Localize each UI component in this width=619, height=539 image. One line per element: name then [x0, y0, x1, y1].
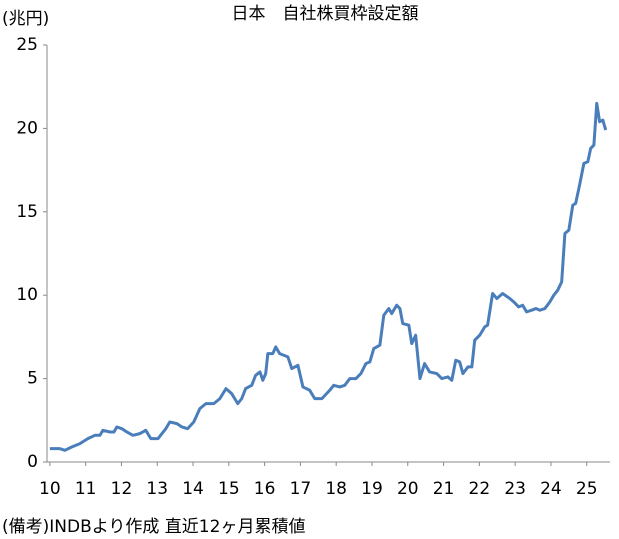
x-tick-label: 14 [182, 479, 204, 499]
data-line [49, 101, 608, 452]
x-tick-label: 24 [540, 479, 562, 499]
x-tick-label: 13 [146, 479, 168, 499]
x-tick-label: 15 [218, 479, 240, 499]
x-tick-label: 10 [39, 479, 61, 499]
x-tick-label: 19 [361, 479, 383, 499]
x-tick-label: 25 [576, 479, 598, 499]
x-tick-label: 11 [75, 479, 97, 499]
x-tick-label: 21 [433, 479, 455, 499]
x-tick-label: 20 [397, 479, 419, 499]
x-tick-label: 22 [469, 479, 491, 499]
y-tick-label: 25 [16, 35, 38, 55]
chart-title: 日本 自社株買枠設定額 [232, 4, 419, 24]
y-tick-label: 15 [16, 202, 38, 222]
y-axis-label: (兆円) [2, 9, 49, 29]
y-tick-label: 0 [27, 452, 38, 472]
footnote: (備考)INDBより作成 直近12ヶ月累積値 [2, 517, 305, 537]
y-tick-label: 10 [16, 285, 38, 305]
x-tick-label: 12 [111, 479, 133, 499]
y-tick-label: 5 [27, 369, 38, 389]
y-tick-label: 20 [16, 118, 38, 138]
x-tick-label: 23 [504, 479, 526, 499]
x-tick-label: 17 [290, 479, 312, 499]
x-tick-label: 16 [254, 479, 276, 499]
x-tick-label: 18 [325, 479, 347, 499]
